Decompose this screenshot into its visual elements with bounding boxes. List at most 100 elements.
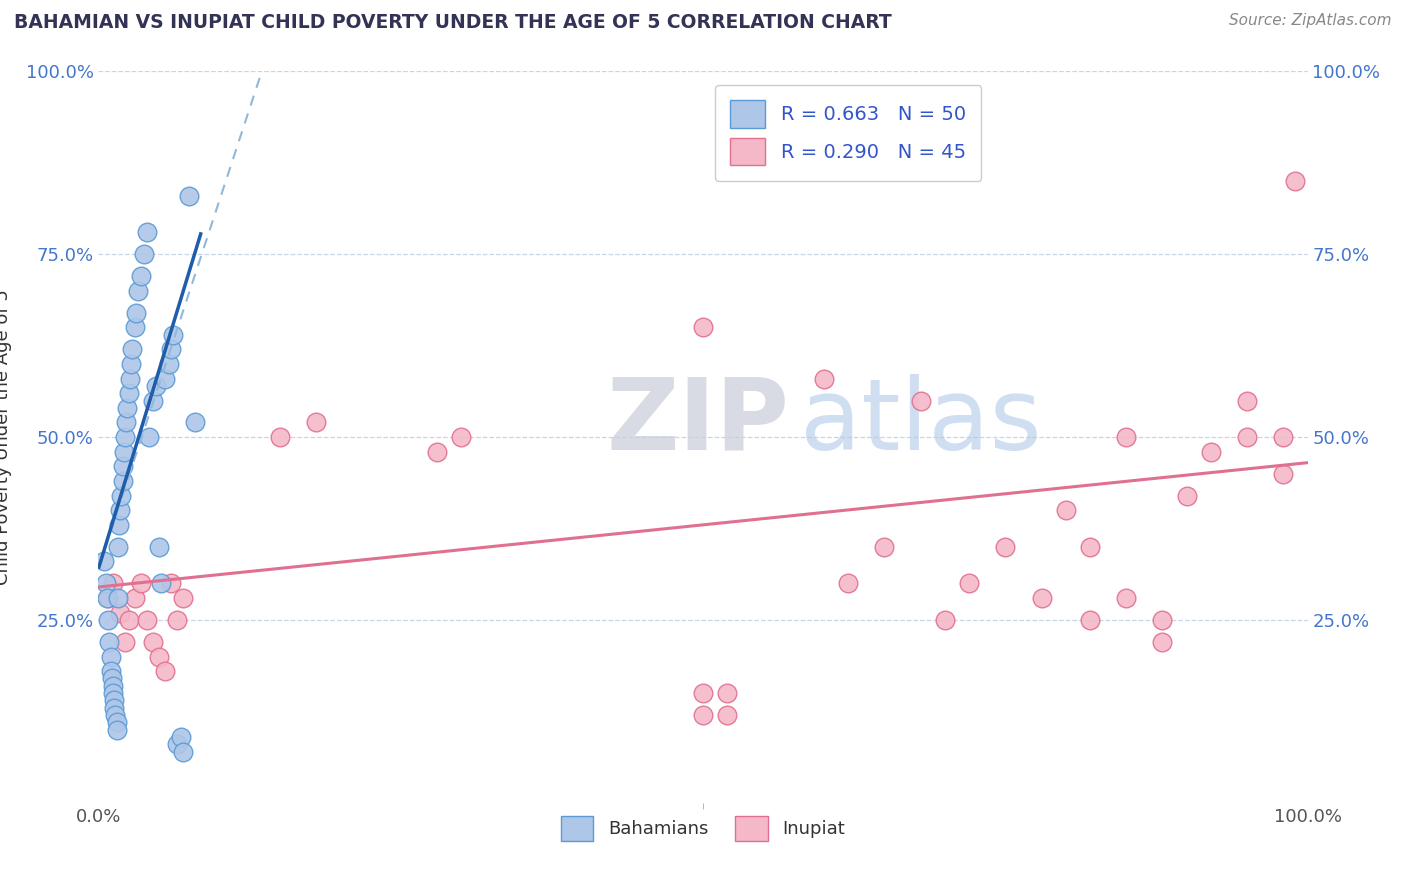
- Point: [111, 474, 134, 488]
- Point: [166, 613, 188, 627]
- Point: [114, 430, 136, 444]
- Point: [184, 416, 207, 430]
- Text: BAHAMIAN VS INUPIAT CHILD POVERTY UNDER THE AGE OF 5 CORRELATION CHART: BAHAMIAN VS INUPIAT CHILD POVERTY UNDER …: [14, 13, 891, 32]
- Point: [118, 386, 141, 401]
- Point: [104, 708, 127, 723]
- Point: [120, 357, 142, 371]
- Point: [910, 393, 932, 408]
- Point: [1236, 430, 1258, 444]
- Point: [135, 613, 157, 627]
- Point: [1078, 613, 1101, 627]
- Y-axis label: Child Poverty Under the Age of 5: Child Poverty Under the Age of 5: [0, 289, 11, 585]
- Point: [108, 517, 131, 532]
- Point: [153, 371, 176, 385]
- Point: [957, 576, 980, 591]
- Point: [148, 540, 170, 554]
- Point: [107, 591, 129, 605]
- Text: atlas: atlas: [800, 374, 1042, 471]
- Point: [101, 679, 124, 693]
- Point: [813, 371, 835, 385]
- Text: Source: ZipAtlas.com: Source: ZipAtlas.com: [1229, 13, 1392, 29]
- Point: [172, 745, 194, 759]
- Point: [1054, 503, 1077, 517]
- Point: [101, 686, 124, 700]
- Point: [153, 664, 176, 678]
- Point: [117, 401, 139, 415]
- Point: [124, 320, 146, 334]
- Point: [148, 649, 170, 664]
- Point: [100, 672, 122, 686]
- Point: [873, 540, 896, 554]
- Point: [103, 693, 125, 707]
- Point: [1284, 174, 1306, 188]
- Point: [692, 320, 714, 334]
- Point: [1115, 591, 1137, 605]
- Point: [112, 444, 135, 458]
- Point: [179, 188, 201, 202]
- Point: [105, 715, 128, 730]
- Point: [111, 459, 134, 474]
- Point: [114, 635, 136, 649]
- Point: [1152, 635, 1174, 649]
- Point: [1115, 430, 1137, 444]
- Point: [103, 700, 125, 714]
- Point: [100, 664, 122, 678]
- Point: [97, 613, 120, 627]
- Point: [93, 554, 115, 568]
- Point: [172, 591, 194, 605]
- Point: [426, 444, 449, 458]
- Point: [169, 730, 191, 744]
- Point: [837, 576, 859, 591]
- Point: [124, 591, 146, 605]
- Point: [97, 591, 120, 605]
- Point: [142, 635, 165, 649]
- Point: [108, 503, 131, 517]
- Point: [108, 606, 131, 620]
- Point: [105, 723, 128, 737]
- Point: [100, 649, 122, 664]
- Point: [135, 225, 157, 239]
- Point: [1078, 540, 1101, 554]
- Point: [1199, 444, 1222, 458]
- Point: [166, 737, 188, 751]
- Point: [150, 576, 173, 591]
- Point: [716, 686, 738, 700]
- Point: [692, 708, 714, 723]
- Point: [125, 306, 148, 320]
- Point: [142, 393, 165, 408]
- Point: [118, 613, 141, 627]
- Point: [94, 576, 117, 591]
- Point: [129, 269, 152, 284]
- Text: ZIP: ZIP: [606, 374, 789, 471]
- Point: [1272, 430, 1295, 444]
- Point: [129, 576, 152, 591]
- Point: [107, 540, 129, 554]
- Point: [160, 576, 183, 591]
- Point: [305, 416, 328, 430]
- Point: [98, 635, 121, 649]
- Point: [134, 247, 156, 261]
- Point: [118, 371, 141, 385]
- Point: [101, 576, 124, 591]
- Point: [994, 540, 1017, 554]
- Point: [1272, 467, 1295, 481]
- Point: [115, 416, 138, 430]
- Point: [121, 343, 143, 357]
- Point: [127, 284, 149, 298]
- Point: [934, 613, 956, 627]
- Point: [138, 430, 160, 444]
- Point: [1175, 489, 1198, 503]
- Point: [1152, 613, 1174, 627]
- Point: [96, 591, 118, 605]
- Point: [145, 379, 167, 393]
- Point: [716, 708, 738, 723]
- Point: [450, 430, 472, 444]
- Point: [160, 343, 183, 357]
- Point: [269, 430, 291, 444]
- Legend: Bahamians, Inupiat: Bahamians, Inupiat: [554, 809, 852, 848]
- Point: [692, 686, 714, 700]
- Point: [110, 489, 132, 503]
- Point: [1236, 393, 1258, 408]
- Point: [1031, 591, 1053, 605]
- Point: [157, 357, 180, 371]
